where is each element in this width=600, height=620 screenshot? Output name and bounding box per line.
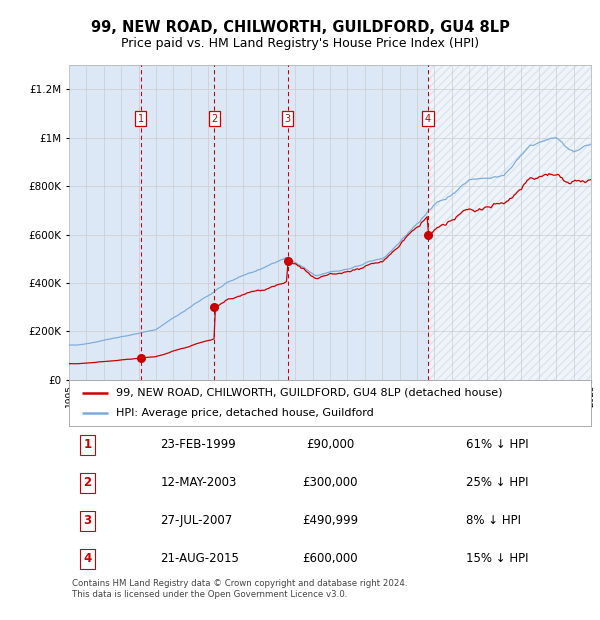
Text: 99, NEW ROAD, CHILWORTH, GUILDFORD, GU4 8LP (detached house): 99, NEW ROAD, CHILWORTH, GUILDFORD, GU4 … <box>116 388 502 397</box>
Text: 25% ↓ HPI: 25% ↓ HPI <box>466 476 528 489</box>
Text: Contains HM Land Registry data © Crown copyright and database right 2024.
This d: Contains HM Land Registry data © Crown c… <box>71 579 407 599</box>
Text: 1: 1 <box>83 438 91 451</box>
Text: £600,000: £600,000 <box>302 552 358 565</box>
Text: 27-JUL-2007: 27-JUL-2007 <box>160 515 233 527</box>
Text: 3: 3 <box>83 515 91 527</box>
Text: 1: 1 <box>137 113 144 123</box>
Bar <box>428 65 591 379</box>
Text: Price paid vs. HM Land Registry's House Price Index (HPI): Price paid vs. HM Land Registry's House … <box>121 37 479 50</box>
Text: £90,000: £90,000 <box>306 438 354 451</box>
Text: £490,999: £490,999 <box>302 515 358 527</box>
Text: 3: 3 <box>284 113 290 123</box>
Text: 15% ↓ HPI: 15% ↓ HPI <box>466 552 528 565</box>
Text: 99, NEW ROAD, CHILWORTH, GUILDFORD, GU4 8LP: 99, NEW ROAD, CHILWORTH, GUILDFORD, GU4 … <box>91 20 509 35</box>
Text: 2: 2 <box>83 476 91 489</box>
Text: 4: 4 <box>83 552 91 565</box>
Text: 21-AUG-2015: 21-AUG-2015 <box>160 552 239 565</box>
Text: £300,000: £300,000 <box>302 476 358 489</box>
Text: 8% ↓ HPI: 8% ↓ HPI <box>466 515 521 527</box>
Text: 4: 4 <box>425 113 431 123</box>
Text: 12-MAY-2003: 12-MAY-2003 <box>160 476 237 489</box>
Text: 23-FEB-1999: 23-FEB-1999 <box>160 438 236 451</box>
Text: 61% ↓ HPI: 61% ↓ HPI <box>466 438 529 451</box>
Text: 2: 2 <box>211 113 218 123</box>
Text: HPI: Average price, detached house, Guildford: HPI: Average price, detached house, Guil… <box>116 408 374 418</box>
